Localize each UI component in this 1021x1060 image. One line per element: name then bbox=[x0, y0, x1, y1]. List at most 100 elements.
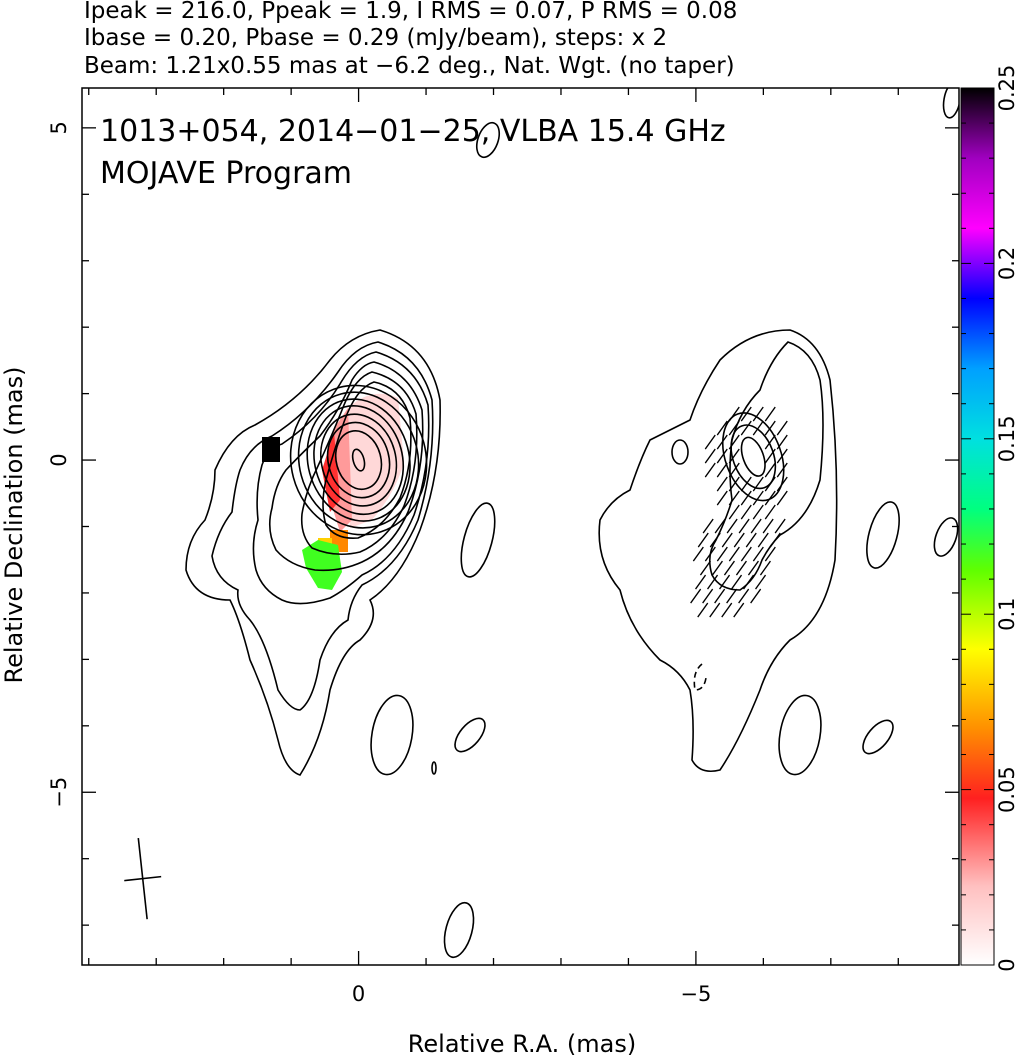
evpa-tick bbox=[716, 420, 728, 436]
map-title: 1013+054, 2014−01−25, VLBA 15.4 GHz bbox=[100, 114, 726, 149]
evpa-tick bbox=[728, 406, 740, 422]
evpa-tick bbox=[764, 546, 776, 562]
evpa-ticks bbox=[690, 406, 788, 618]
island-11 bbox=[671, 439, 689, 465]
island-3 bbox=[454, 717, 486, 753]
evpa-tick bbox=[704, 434, 716, 450]
evpa-tick bbox=[740, 476, 752, 492]
evpa-tick bbox=[702, 518, 714, 534]
evpa-tick bbox=[764, 420, 776, 436]
evpa-tick bbox=[762, 518, 774, 534]
x-tick-label: −5 bbox=[680, 982, 711, 1006]
left-contour-1 bbox=[185, 329, 441, 776]
evpa-tick bbox=[728, 462, 740, 478]
evpa-tick bbox=[704, 546, 716, 562]
evpa-tick bbox=[752, 406, 764, 422]
island-8 bbox=[862, 719, 894, 755]
header-line-2: Ibase = 0.20, Pbase = 0.29 (mJy/beam), s… bbox=[84, 25, 667, 51]
evpa-tick bbox=[707, 574, 719, 590]
y-axis-label: Relative Declination (mas) bbox=[0, 366, 28, 683]
evpa-tick bbox=[759, 560, 771, 576]
evpa-tick bbox=[728, 434, 740, 450]
evpa-tick bbox=[714, 518, 726, 534]
evpa-tick bbox=[728, 546, 740, 562]
evpa-tick bbox=[702, 588, 714, 604]
evpa-tick bbox=[776, 476, 788, 492]
evpa-tick bbox=[723, 560, 735, 576]
evpa-tick bbox=[764, 504, 776, 520]
island-10 bbox=[942, 88, 959, 119]
evpa-tick bbox=[752, 504, 764, 520]
colorbar-tick-label: 0 bbox=[995, 958, 1019, 971]
evpa-tick bbox=[726, 518, 738, 534]
evpa-tick bbox=[711, 560, 723, 576]
evpa-tick bbox=[752, 490, 764, 506]
y-tick-label: −5 bbox=[47, 777, 71, 808]
evpa-tick bbox=[743, 574, 755, 590]
map-subtitle: MOJAVE Program bbox=[100, 156, 352, 191]
island-5 bbox=[475, 121, 501, 159]
evpa-tick bbox=[757, 532, 769, 548]
evpa-tick bbox=[709, 532, 721, 548]
left-contour-4 bbox=[268, 361, 424, 572]
evpa-tick bbox=[740, 546, 752, 562]
left-contour-3 bbox=[252, 351, 430, 605]
header-line-3: Beam: 1.21x0.55 mas at −6.2 deg., Nat. W… bbox=[84, 53, 735, 79]
evpa-tick bbox=[764, 406, 776, 422]
intensity-contour-3 bbox=[326, 421, 391, 499]
evpa-tick bbox=[716, 546, 728, 562]
colorbar-tick-label: 0.25 bbox=[995, 65, 1019, 112]
evpa-tick bbox=[776, 420, 788, 436]
axis-tick-labels: 0 −5 5 0 −5 bbox=[47, 121, 711, 1006]
colorbar-tick-label: 0.2 bbox=[995, 247, 1019, 280]
evpa-tick bbox=[764, 434, 776, 450]
evpa-tick bbox=[728, 504, 740, 520]
evpa-tick bbox=[709, 602, 721, 618]
colorbar bbox=[960, 87, 995, 966]
island-2 bbox=[370, 694, 414, 776]
intensity-contour-5 bbox=[313, 405, 405, 516]
evpa-tick bbox=[735, 560, 747, 576]
evpa-tick bbox=[726, 588, 738, 604]
intensity-contour-6 bbox=[306, 398, 411, 522]
colorbar-ticks: 0 0.05 0.1 0.15 0.2 0.25 bbox=[961, 65, 1019, 972]
evpa-tick bbox=[733, 532, 745, 548]
evpa-tick bbox=[747, 560, 759, 576]
evpa-tick bbox=[714, 588, 726, 604]
evpa-tick bbox=[750, 588, 762, 604]
evpa-tick bbox=[699, 560, 711, 576]
beam-marker bbox=[124, 837, 162, 920]
evpa-tick bbox=[776, 448, 788, 464]
intensity-contour-1 bbox=[351, 448, 366, 472]
y-tick-label: 0 bbox=[47, 453, 71, 466]
axis-ticks bbox=[82, 88, 959, 965]
plot-frame bbox=[81, 87, 960, 966]
contour-layer bbox=[185, 88, 959, 959]
colorbar-tick-label: 0.05 bbox=[995, 766, 1019, 813]
island-1 bbox=[460, 502, 496, 578]
evpa-tick bbox=[738, 518, 750, 534]
polarized-contour-2 bbox=[730, 424, 777, 490]
evpa-tick bbox=[733, 602, 745, 618]
evpa-tick bbox=[728, 490, 740, 506]
evpa-tick bbox=[728, 420, 740, 436]
evpa-tick bbox=[776, 462, 788, 478]
evpa-tick bbox=[721, 602, 733, 618]
evpa-tick bbox=[740, 406, 752, 422]
y-tick-label: 5 bbox=[47, 121, 71, 134]
header-line-1: Ipeak = 216.0, Ppeak = 1.9, I RMS = 0.07… bbox=[84, 0, 737, 24]
evpa-tick bbox=[721, 532, 733, 548]
evpa-tick bbox=[740, 490, 752, 506]
colorbar-tick-label: 0.1 bbox=[995, 597, 1019, 630]
x-axis-label: Relative R.A. (mas) bbox=[408, 1030, 636, 1058]
evpa-tick bbox=[716, 476, 728, 492]
left-contour-6 bbox=[322, 381, 412, 540]
evpa-tick bbox=[740, 504, 752, 520]
island-13 bbox=[693, 663, 707, 691]
left-contour-5 bbox=[300, 371, 418, 556]
pol-region-green bbox=[302, 540, 342, 590]
evpa-tick bbox=[745, 532, 757, 548]
colorbar-tick-label: 0.15 bbox=[995, 415, 1019, 462]
island-6 bbox=[866, 501, 900, 569]
